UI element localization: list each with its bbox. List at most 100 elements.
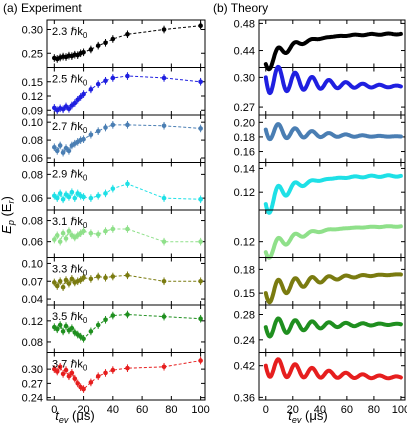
data-point bbox=[69, 189, 75, 195]
theory-panel-6: 0.15 0.18 bbox=[234, 257, 406, 306]
data-point bbox=[95, 322, 101, 328]
y-tick-label: 0.10 bbox=[22, 117, 43, 129]
data-point bbox=[88, 47, 94, 52]
data-point bbox=[72, 195, 78, 201]
y-tick-label: 0.20 bbox=[234, 117, 255, 129]
y-tick-label: 0.06 bbox=[22, 153, 43, 165]
data-point bbox=[63, 145, 69, 151]
data-point bbox=[54, 195, 60, 201]
data-point bbox=[66, 194, 72, 200]
data-point bbox=[161, 278, 167, 284]
data-point bbox=[103, 317, 108, 323]
y-tick-label: 0.36 bbox=[234, 392, 255, 404]
y-tick-label: 0.24 bbox=[234, 335, 255, 347]
data-point bbox=[88, 276, 94, 282]
data-point bbox=[125, 73, 130, 79]
y-tick-label: 0.06 bbox=[22, 237, 43, 249]
y-tick-label: 0.48 bbox=[234, 18, 255, 30]
y-axis-title: Ep (Er) bbox=[0, 196, 16, 234]
x-axis-title-theory: tev (μs) bbox=[288, 408, 327, 425]
y-tick-label: 0.24 bbox=[22, 393, 43, 405]
data-point bbox=[75, 381, 81, 386]
x-tick-label: 60 bbox=[341, 404, 353, 416]
data-point bbox=[103, 275, 108, 280]
data-point bbox=[95, 231, 101, 237]
data-point bbox=[161, 75, 167, 81]
theory-panel-frame bbox=[258, 209, 406, 258]
theory-curve bbox=[263, 224, 403, 260]
data-point bbox=[95, 193, 101, 199]
data-point bbox=[57, 239, 63, 244]
data-point bbox=[110, 313, 116, 318]
data-point bbox=[81, 91, 86, 97]
data-point bbox=[161, 195, 167, 201]
data-point bbox=[54, 148, 60, 154]
data-point bbox=[60, 284, 66, 290]
theory-panel-7: 0.24 0.28 bbox=[234, 304, 406, 353]
series-label: 2.7 ℏk0 bbox=[52, 121, 88, 135]
y-tick-label: 0.28 bbox=[234, 310, 255, 322]
theory-panel-4: 0.12 0.14 bbox=[234, 162, 406, 215]
data-point bbox=[63, 277, 69, 283]
y-tick-label: 0.08 bbox=[22, 135, 43, 147]
theory-curve bbox=[263, 64, 403, 96]
y-tick-label: 0.12 bbox=[22, 316, 43, 328]
data-point bbox=[125, 31, 130, 37]
theory-panel-8: 0.36 0.42 0 20 40 60 80 100 bbox=[234, 352, 407, 416]
experiment-panel-6: 0.04 0.07 0.10 3.3 ℏk0 bbox=[22, 257, 206, 306]
data-point bbox=[57, 278, 63, 284]
series-label: 3.3 ℏk0 bbox=[52, 264, 88, 278]
data-point bbox=[54, 233, 60, 238]
theory-curve bbox=[263, 357, 403, 381]
theory-curve bbox=[263, 272, 403, 305]
experiment-panel-1: 0.25 0.30 2.3 ℏk0 bbox=[22, 19, 206, 68]
data-point bbox=[110, 274, 116, 279]
data-point bbox=[198, 126, 203, 131]
theory-panel-frame bbox=[258, 19, 406, 68]
data-point bbox=[63, 323, 69, 329]
data-point bbox=[66, 228, 72, 234]
x-tick-label: 100 bbox=[392, 404, 407, 416]
x-tick-label: 40 bbox=[107, 404, 119, 416]
data-point bbox=[52, 144, 57, 150]
theory-curve bbox=[263, 316, 403, 339]
data-point bbox=[88, 195, 94, 201]
experiment-panel-3: 0.06 0.08 0.10 2.7 ℏk0 bbox=[22, 114, 206, 165]
data-point bbox=[198, 358, 203, 363]
data-point bbox=[125, 122, 130, 128]
data-point bbox=[52, 237, 57, 242]
y-tick-label: 0.16 bbox=[234, 147, 255, 159]
data-point bbox=[95, 274, 101, 279]
data-point bbox=[81, 50, 86, 55]
x-tick-label: 0 bbox=[263, 404, 269, 416]
data-point bbox=[198, 23, 203, 29]
data-point bbox=[198, 79, 203, 85]
data-point bbox=[60, 197, 66, 202]
y-tick-label: 0.42 bbox=[234, 361, 255, 373]
experiment-panel-7: 0.08 0.12 3.5 ℏk0 bbox=[22, 304, 206, 353]
y-tick-label: 0.27 bbox=[234, 102, 255, 114]
y-tick-label: 0.12 bbox=[234, 187, 255, 199]
data-point bbox=[88, 380, 94, 385]
data-point bbox=[81, 228, 86, 234]
theory-panel-frame bbox=[258, 352, 406, 401]
data-point bbox=[60, 107, 66, 112]
y-tick-label: 0.07 bbox=[22, 276, 43, 288]
data-point bbox=[81, 336, 86, 342]
data-point bbox=[110, 226, 116, 232]
data-point bbox=[63, 367, 69, 373]
y-tick-label: 0.12 bbox=[234, 237, 255, 249]
x-axis-title-experiment: tev (μs) bbox=[55, 408, 94, 425]
x-tick-label: 20 bbox=[287, 404, 299, 416]
experiment-panel-frame bbox=[46, 352, 206, 401]
data-point bbox=[60, 371, 66, 377]
data-point bbox=[103, 78, 108, 84]
data-point bbox=[54, 283, 60, 289]
y-tick-label: 0.14 bbox=[234, 163, 255, 175]
data-point bbox=[57, 143, 63, 148]
data-point bbox=[57, 191, 63, 196]
data-point bbox=[198, 278, 203, 284]
data-point bbox=[60, 150, 66, 155]
theory-panel-1: 0.44 0.48 bbox=[234, 18, 406, 72]
data-point bbox=[66, 106, 72, 112]
